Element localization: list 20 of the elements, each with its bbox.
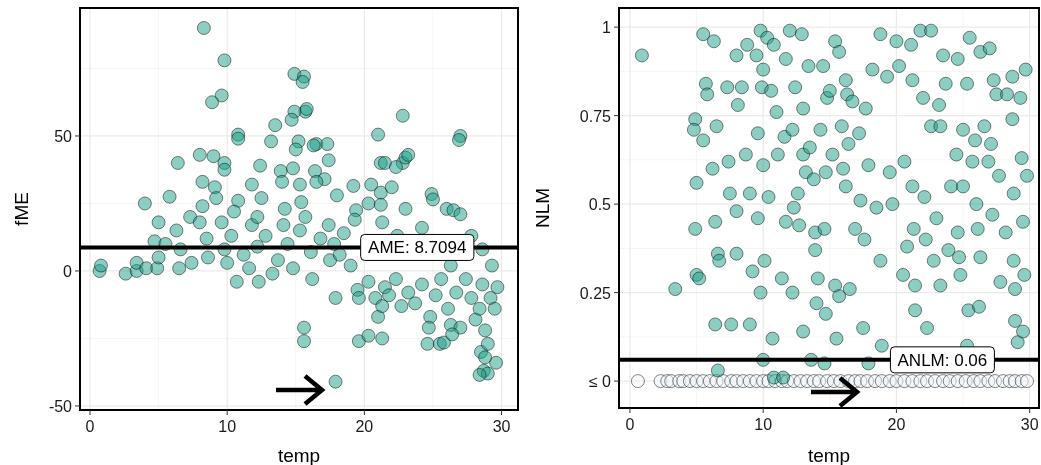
y-axis-title: NLM [532,187,553,229]
y-tick-label: 0.5 [588,196,612,214]
y-tick-label: 50 [54,127,73,145]
y-tick-label: 0 [63,262,73,280]
y-tick-label: 0.25 [579,284,612,302]
y-axis-title: fME [11,192,32,226]
x-tick-label: 0 [85,418,95,435]
ref-line-label: ANLM: 0.06 [897,350,988,370]
x-tick-label: 10 [218,418,237,435]
x-tick-label: 20 [355,418,374,435]
ref-line-label: AME: 8.7094 [368,238,467,258]
x-tick-label: 20 [887,416,906,433]
x-tick-label: 30 [492,418,511,435]
y-tick-label: 1 [602,19,612,37]
y-tick-label: ≤ 0 [588,373,612,391]
y-tick-label: -50 [48,397,73,415]
x-tick-label: 10 [754,416,773,433]
x-tick-label: 30 [1020,416,1039,433]
x-tick-label: 0 [625,416,635,433]
y-tick-label: 0.75 [579,107,612,125]
